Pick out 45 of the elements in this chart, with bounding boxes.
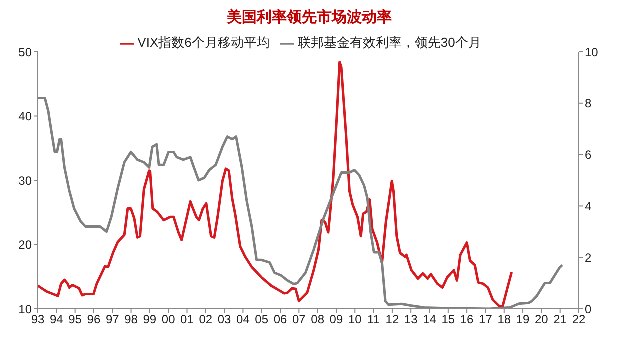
- x-tick-label: 09: [330, 312, 344, 327]
- x-tick-label: 12: [386, 312, 400, 327]
- x-tick-label: 95: [68, 312, 82, 327]
- x-tick-label: 97: [106, 312, 120, 327]
- y2-tick-label: 0: [585, 302, 592, 316]
- x-tick-label: 94: [50, 312, 64, 327]
- x-tick-label: 18: [498, 312, 512, 327]
- x-tick-label: 03: [218, 312, 232, 327]
- y2-tick-label: 6: [585, 148, 592, 162]
- y-tick-label: 20: [18, 238, 32, 252]
- y-tick-label: 30: [18, 174, 32, 188]
- y2-tick-label: 4: [585, 199, 592, 214]
- x-tick-label: 06: [274, 312, 288, 327]
- x-tick-label: 93: [31, 312, 45, 327]
- x-tick-label: 20: [535, 312, 549, 327]
- x-tick-label: 99: [143, 312, 157, 327]
- x-tick-label: 10: [348, 312, 362, 327]
- x-tick-label: 17: [479, 312, 493, 327]
- y2-tick-label: 2: [585, 250, 592, 265]
- legend-label: VIX指数6个月移动平均: [138, 35, 270, 50]
- legend-label: 联邦基金有效利率，领先30个月: [298, 35, 482, 50]
- y2-tick-label: 8: [585, 96, 592, 111]
- x-tick-label: 08: [311, 312, 325, 327]
- x-tick-label: 07: [292, 312, 306, 327]
- x-tick-label: 19: [516, 312, 530, 327]
- x-tick-label: 02: [199, 312, 213, 327]
- x-tick-label: 98: [124, 312, 138, 327]
- x-tick-label: 14: [423, 312, 437, 327]
- x-tick-label: 00: [162, 312, 176, 327]
- x-tick-label: 96: [87, 312, 101, 327]
- x-tick-label: 16: [460, 312, 474, 327]
- x-tick-label: 05: [255, 312, 269, 327]
- x-tick-label: 04: [236, 312, 250, 327]
- y-tick-label: 50: [18, 45, 32, 60]
- y-tick-label: 40: [18, 110, 32, 124]
- x-tick-label: 15: [442, 312, 456, 327]
- x-tick-label: 11: [368, 312, 380, 327]
- line-series: [38, 61, 514, 308]
- y-tick-label: 10: [18, 302, 32, 316]
- x-tick-label: 13: [404, 312, 418, 327]
- chart-title: 美国利率领先市场波动率: [226, 8, 393, 28]
- x-tick-label: 01: [180, 312, 194, 327]
- y2-tick-label: 10: [585, 45, 599, 60]
- x-tick-label: 21: [554, 312, 568, 327]
- x-tick-label: 22: [572, 312, 586, 327]
